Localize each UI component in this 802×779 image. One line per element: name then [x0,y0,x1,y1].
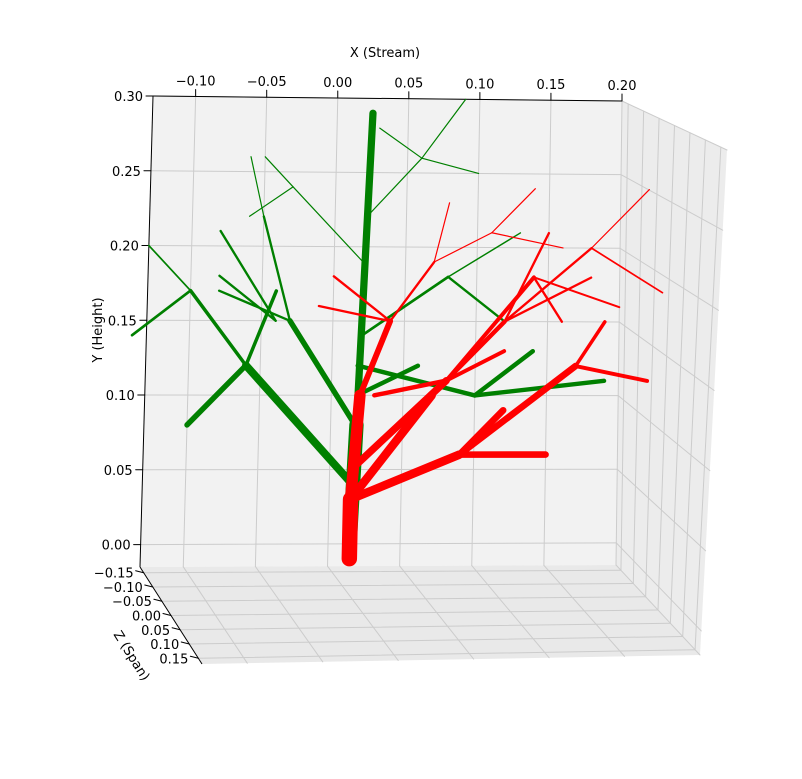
z-tick-label: −0.10 [103,581,143,596]
y-tick-label: 0.00 [102,539,131,554]
z-tick-label: −0.15 [94,567,134,582]
z-tick-label: 0.15 [159,652,188,667]
z-tick-label: 0.05 [141,624,170,639]
y-tick-label: 0.15 [108,314,137,329]
branch-segment [349,499,350,558]
y-tick-label: 0.30 [114,90,143,105]
y-axis-label: Y (Height) [91,297,106,363]
y-tick-label: 0.05 [104,464,133,479]
x-axis-label: X (Stream) [350,46,420,61]
x-tick-label: 0.15 [536,78,565,93]
y-grid-line [143,469,618,470]
z-tick-label: 0.00 [132,610,161,625]
y-tick-label: 0.20 [110,240,139,255]
z-tick-label: 0.10 [150,638,179,653]
x-tick-label: 0.20 [608,79,637,94]
y-tick-label: 0.10 [106,389,135,404]
z-tick-label: −0.05 [112,595,152,610]
x-tick-label: −0.10 [176,74,216,89]
x-tick-label: −0.05 [247,75,287,90]
y-tick-label: 0.25 [112,165,141,180]
x-tick-label: 0.10 [465,77,494,92]
x-tick-label: 0.05 [394,77,423,92]
x-tick-label: 0.00 [323,76,352,91]
